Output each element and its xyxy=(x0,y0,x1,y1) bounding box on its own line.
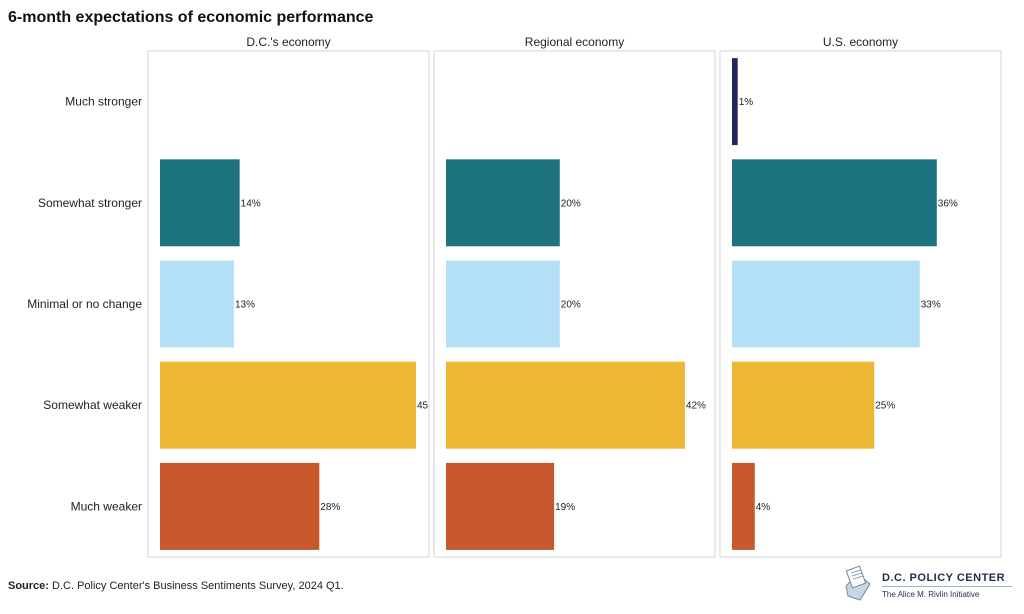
data-label: 14% xyxy=(241,198,261,209)
category-label: Much stronger xyxy=(65,95,142,109)
bar xyxy=(446,260,560,348)
data-label: 42% xyxy=(686,401,706,412)
logo-divider xyxy=(882,586,1012,587)
data-label: 13% xyxy=(235,300,255,311)
chart-title: 6-month expectations of economic perform… xyxy=(8,9,374,26)
data-label: 20% xyxy=(561,300,581,311)
bar xyxy=(160,159,240,247)
data-label: 25% xyxy=(875,401,895,412)
bar xyxy=(160,260,234,348)
bar xyxy=(160,462,320,550)
source-note: Source: D.C. Policy Center's Business Se… xyxy=(8,580,344,592)
category-label: Somewhat weaker xyxy=(43,398,142,412)
bar xyxy=(732,361,875,449)
source-text: D.C. Policy Center's Business Sentiments… xyxy=(52,580,344,592)
category-label: Somewhat stronger xyxy=(38,196,142,210)
data-label: 28% xyxy=(320,502,340,513)
panel-title: D.C.'s economy xyxy=(246,35,330,49)
logo-name: D.C. POLICY CENTER xyxy=(882,572,1006,584)
bar xyxy=(160,361,416,449)
data-label: 33% xyxy=(921,300,941,311)
panel-title: Regional economy xyxy=(525,35,624,49)
bar xyxy=(732,462,755,550)
data-label: 19% xyxy=(555,502,575,513)
bar xyxy=(446,462,555,550)
bar xyxy=(446,159,560,247)
data-label: 45 xyxy=(417,401,429,412)
source-label: Source: xyxy=(8,580,49,592)
document-map-icon xyxy=(845,565,871,601)
logo-subtitle: The Alice M. Rivlin Initiative xyxy=(882,590,980,599)
faceted-bar-chart: Much stronger Somewhat stronger Minimal or… xyxy=(27,35,1002,558)
bar xyxy=(732,260,920,348)
data-label: 20% xyxy=(561,198,581,209)
panel-title: U.S. economy xyxy=(823,35,898,49)
category-label: Minimal or no change xyxy=(27,297,142,311)
panel-frame xyxy=(433,50,716,558)
bar xyxy=(732,58,738,146)
panel-frame xyxy=(719,50,1002,558)
dc-policy-center-logo: D.C. POLICY CENTER The Alice M. Rivlin I… xyxy=(838,562,1018,606)
data-label: 1% xyxy=(739,97,754,108)
panel-frame xyxy=(147,50,430,558)
bar xyxy=(446,361,685,449)
category-label: Much weaker xyxy=(71,499,142,513)
data-label: 4% xyxy=(756,502,771,513)
bar xyxy=(732,159,937,247)
data-label: 36% xyxy=(938,198,958,209)
